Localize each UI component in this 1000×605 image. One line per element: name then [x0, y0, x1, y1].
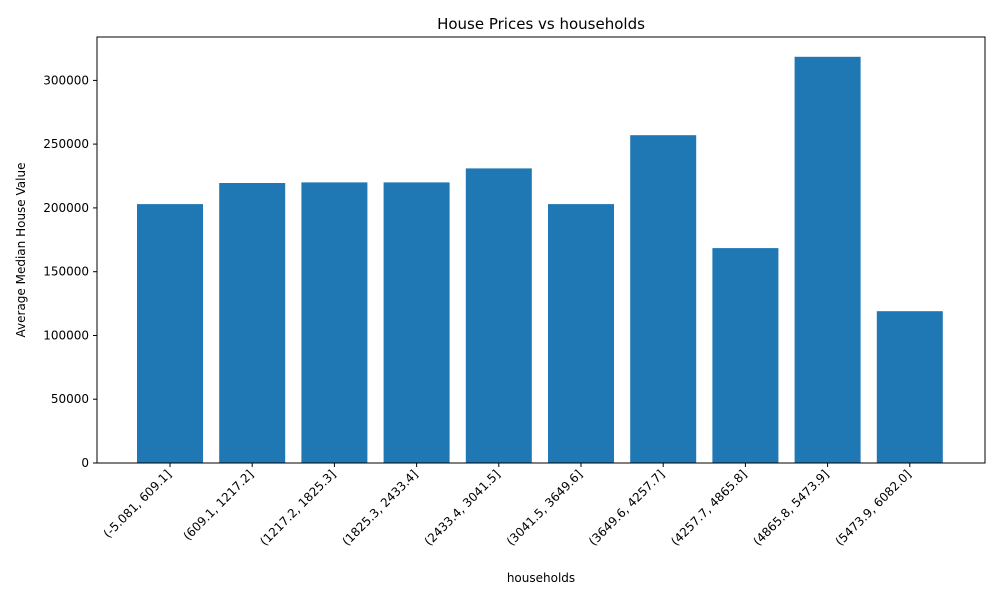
bars-group [137, 56, 943, 464]
y-tick-label: 200000 [43, 201, 89, 215]
bar [301, 182, 368, 463]
y-tick-label: 0 [81, 456, 89, 470]
y-tick-label: 250000 [43, 137, 89, 151]
bar [876, 311, 943, 463]
x-axis-label: households [507, 571, 575, 585]
y-tick-label: 100000 [43, 329, 89, 343]
bar [383, 182, 450, 463]
bar [219, 183, 286, 463]
y-axis-label: Average Median House Value [14, 163, 28, 338]
plot-frame [96, 36, 986, 464]
bar [137, 204, 203, 463]
bar [630, 135, 697, 463]
y-tick-label: 150000 [43, 265, 89, 279]
bar [794, 56, 861, 464]
bar [548, 204, 614, 463]
y-tick-label: 50000 [51, 392, 89, 406]
bar [465, 168, 532, 463]
chart-title: House Prices vs households [437, 15, 645, 33]
bar [712, 248, 779, 463]
y-tick-label: 300000 [43, 73, 89, 87]
y-axis: 0 50000 100000 150000 200000 250000 300000 [43, 73, 97, 470]
